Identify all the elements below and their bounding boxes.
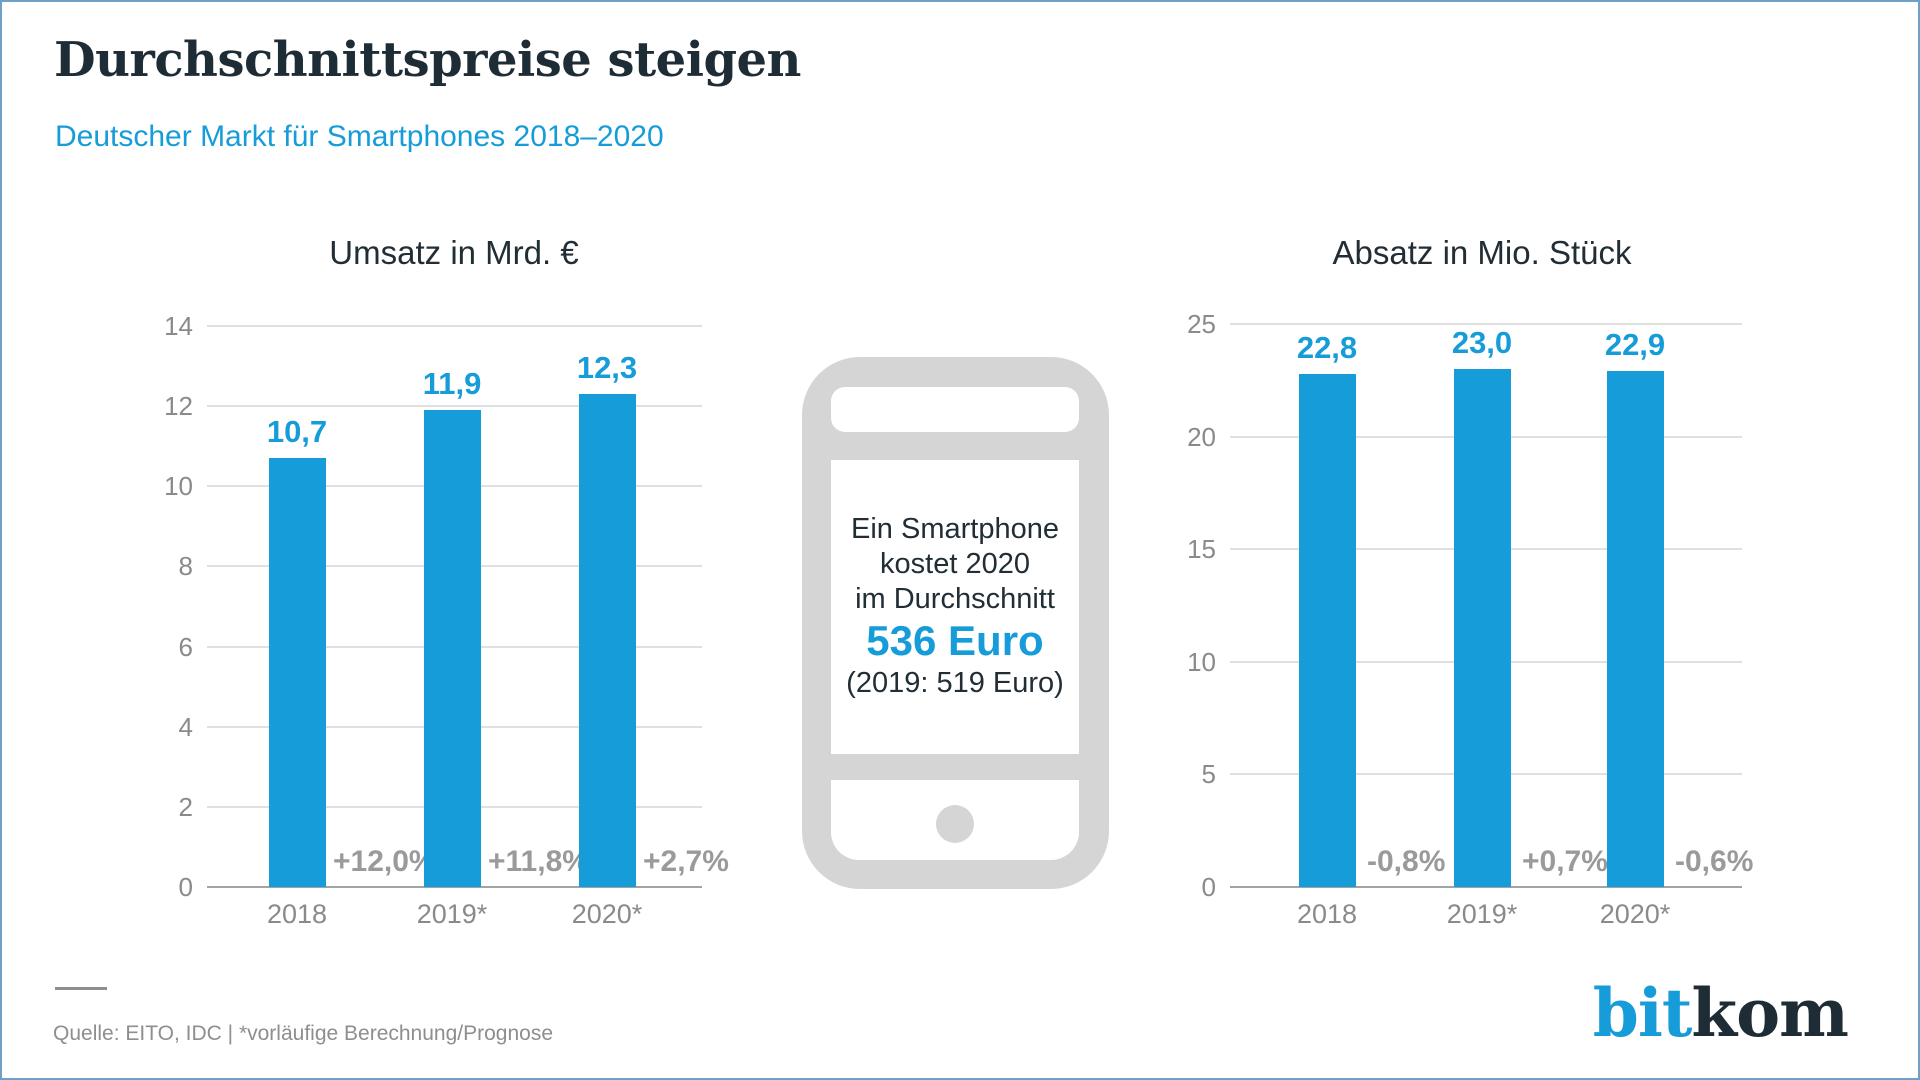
- x-category-label: 2018: [266, 899, 328, 929]
- y-tick-label: 4: [178, 711, 193, 742]
- x-axis-line: [1230, 886, 1742, 888]
- y-tick-label: 14: [164, 311, 193, 341]
- bar-value-label: 22,8: [1296, 329, 1358, 365]
- bar-value-label: 22,9: [1604, 327, 1666, 363]
- change-percentage-label: +0,7%: [1522, 845, 1608, 878]
- page-subtitle: Deutscher Markt für Smartphones 2018–202…: [55, 120, 664, 153]
- phone-screen: Ein Smartphone kostet 2020 im Durchschni…: [831, 460, 1079, 754]
- bar-2020*: [1606, 371, 1664, 887]
- change-percentage-label: -0,8%: [1367, 845, 1446, 878]
- y-tick-label: 0: [178, 872, 193, 902]
- y-tick-label: 20: [1187, 421, 1216, 452]
- x-category-label: 2019*: [416, 899, 488, 929]
- source-note: Quelle: EITO, IDC | *vorläufige Berechnu…: [53, 1022, 554, 1045]
- smartphone-graphic: Ein Smartphone kostet 2020 im Durchschni…: [802, 357, 1109, 889]
- gridline: [1230, 323, 1742, 325]
- bar-2018: [268, 458, 326, 887]
- x-category-label: 2019*: [1446, 899, 1518, 929]
- gridline: [207, 405, 702, 408]
- gridline: [207, 325, 702, 327]
- y-tick-label: 5: [1201, 759, 1216, 790]
- phone-text-line: kostet 2020: [880, 548, 1030, 580]
- bar-value-label: 23,0: [1451, 325, 1513, 361]
- bar-2019*: [423, 410, 481, 887]
- y-tick-label: 8: [178, 551, 193, 582]
- change-percentage-label: +12,0%: [333, 845, 436, 878]
- change-percentage-label: -0,6%: [1675, 845, 1754, 878]
- y-tick-label: 0: [1201, 872, 1216, 902]
- y-tick-label: 25: [1187, 309, 1216, 339]
- y-tick-label: 12: [164, 391, 193, 422]
- logo-part-kom: kom: [1691, 974, 1849, 1052]
- phone-text-line: im Durchschnitt: [855, 583, 1055, 615]
- bitkom-logo: bitkom: [1592, 974, 1849, 1052]
- bar-2019*: [1453, 369, 1511, 887]
- x-category-label: 2020*: [1599, 899, 1671, 929]
- average-price-value: 536 Euro: [866, 617, 1044, 664]
- logo-part-bit: bit: [1592, 974, 1693, 1052]
- chart-title: Umsatz in Mrd. €: [329, 234, 579, 271]
- bar-value-label: 12,3: [576, 350, 638, 386]
- footer-divider: [55, 987, 107, 990]
- bar-2020*: [578, 394, 636, 887]
- change-percentage-label: +11,8%: [488, 845, 589, 878]
- y-tick-label: 6: [178, 631, 193, 662]
- y-tick-label: 15: [1187, 534, 1216, 565]
- phone-bottom-panel: [831, 780, 1079, 860]
- bar-2018: [1298, 373, 1356, 887]
- phone-home-button-icon: [936, 805, 974, 843]
- y-tick-label: 10: [164, 471, 193, 502]
- page-title: Durchschnittspreise steigen: [54, 32, 801, 88]
- phone-text-line: Ein Smartphone: [851, 513, 1059, 545]
- bar-value-label: 10,7: [266, 414, 328, 450]
- change-percentage-label: +2,7%: [643, 845, 729, 878]
- phone-speaker-bar: [831, 387, 1079, 432]
- x-axis-line: [207, 886, 702, 888]
- bar-value-label: 11,9: [422, 366, 482, 402]
- previous-year-price: (2019: 519 Euro): [846, 667, 1064, 699]
- x-category-label: 2018: [1296, 899, 1358, 929]
- chart-title: Absatz in Mio. Stück: [1332, 234, 1632, 271]
- x-category-label: 2020*: [571, 899, 643, 929]
- y-tick-label: 2: [178, 791, 193, 822]
- y-tick-label: 10: [1187, 646, 1216, 677]
